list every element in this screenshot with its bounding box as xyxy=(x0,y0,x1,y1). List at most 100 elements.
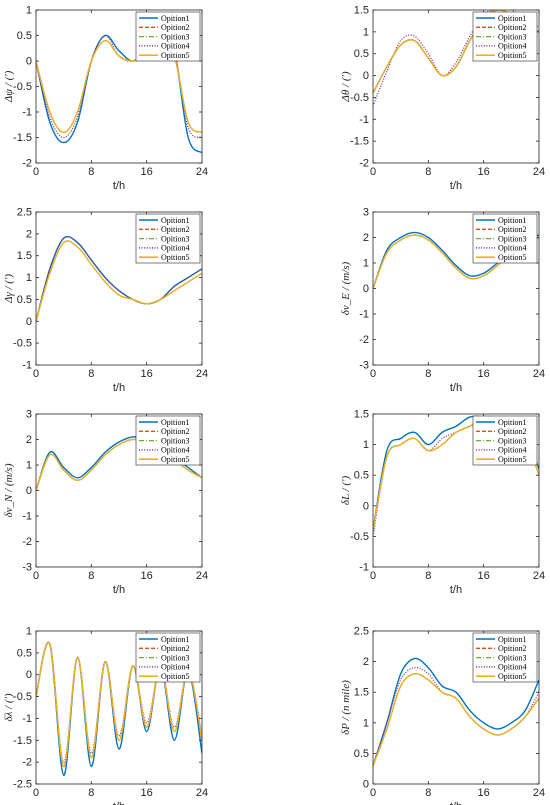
series-group xyxy=(373,657,539,766)
y-tick-label: -1 xyxy=(22,360,32,372)
legend-label-opition5: Opition5 xyxy=(498,51,526,60)
axes-box xyxy=(35,211,203,366)
x-tick-label: 24 xyxy=(533,570,545,582)
y-tick-label: -2 xyxy=(22,536,32,548)
y-tick-label: -1 xyxy=(22,511,32,523)
subplot-theta: 0 8 16 24 -2 -1.5 -1 -0.5 0 0.5 1 1.5 t/h Δθ / (′) Opi… xyxy=(340,5,545,193)
legend-label-opition4: Opition4 xyxy=(161,244,189,253)
y-tick-label: 0.5 xyxy=(17,294,32,306)
legend-label-opition1: Opition1 xyxy=(498,14,526,23)
y-tick-label: 0 xyxy=(363,70,369,82)
x-tick-label: 8 xyxy=(88,368,94,380)
x-axis-label: t/h xyxy=(450,382,462,394)
legend-label-opition3: Opition3 xyxy=(161,653,189,662)
y-tick-label: 0.5 xyxy=(17,30,32,42)
y-tick-label: -2 xyxy=(22,158,32,170)
x-tick-label: 0 xyxy=(370,787,376,799)
y-tick-label: -0.5 xyxy=(13,691,32,703)
x-axis-label: t/h xyxy=(113,180,125,192)
legend-label-opition5: Opition5 xyxy=(161,253,189,262)
x-tick-label: 8 xyxy=(425,787,431,799)
legend-label-opition5: Opition5 xyxy=(498,253,526,262)
y-tick-label: 1.5 xyxy=(354,687,369,699)
x-axis-label: t/h xyxy=(113,382,125,394)
legend-label-opition3: Opition3 xyxy=(498,436,526,445)
y-tick-label: 1.5 xyxy=(354,5,369,17)
x-tick-label: 16 xyxy=(478,166,490,178)
legend-label-opition3: Opition3 xyxy=(498,32,526,41)
x-axis-label: t/h xyxy=(113,584,125,596)
legend-label-opition4: Opition4 xyxy=(498,42,526,51)
y-tick-label: 0 xyxy=(26,56,32,68)
y-axis-label: δP / (n mile) xyxy=(340,680,352,735)
legend-label-opition1: Opition1 xyxy=(498,635,526,644)
y-tick-label: 0.5 xyxy=(354,748,369,760)
x-tick-label: 16 xyxy=(141,787,153,799)
legend-label-opition3: Opition3 xyxy=(161,436,189,445)
y-tick-label: 2.5 xyxy=(354,626,369,638)
x-tick-label: 0 xyxy=(33,368,39,380)
y-tick-label: 0 xyxy=(363,779,369,791)
x-tick-label: 24 xyxy=(533,166,545,178)
y-tick-label: 1 xyxy=(363,26,369,38)
y-tick-label: -1 xyxy=(359,562,369,574)
x-tick-label: 0 xyxy=(370,166,376,178)
legend-label-opition1: Opition1 xyxy=(498,418,526,427)
subplot-psi: 0 8 16 24 -2 -1.5 -1 -0.5 0 0.5 1 t/h Δψ / (′) Opitio… xyxy=(3,5,208,193)
legend-label-opition1: Opition1 xyxy=(161,418,189,427)
y-tick-label: -0.5 xyxy=(350,92,369,104)
legend-label-opition3: Opition3 xyxy=(498,234,526,243)
y-tick-label: 1 xyxy=(363,258,369,270)
y-tick-label: 2 xyxy=(363,656,369,668)
y-tick-label: -1.5 xyxy=(13,735,32,747)
y-axis-label: δv_N / (m/s) xyxy=(3,463,15,517)
series-line-opition5 xyxy=(36,240,202,322)
series-line-opition5 xyxy=(373,672,539,766)
y-tick-label: 1 xyxy=(26,626,32,638)
y-tick-label: 1 xyxy=(26,5,32,17)
x-tick-label: 0 xyxy=(33,787,39,799)
x-tick-label: 24 xyxy=(196,166,208,178)
legend-label-opition4: Opition4 xyxy=(498,663,526,672)
y-axis-label: δλ / (′) xyxy=(3,693,15,722)
y-tick-label: 0.5 xyxy=(17,647,32,659)
y-tick-label: 1 xyxy=(26,460,32,472)
x-tick-label: 8 xyxy=(88,570,94,582)
legend-label-opition5: Opition5 xyxy=(498,672,526,681)
legend-label-opition3: Opition3 xyxy=(161,234,189,243)
x-axis-label: t/h xyxy=(450,584,462,596)
y-tick-label: -3 xyxy=(22,562,32,574)
subplot-L: 0 8 16 24-1-0.500.511.5t/hδL / (′)Opition1O… xyxy=(340,409,545,597)
y-tick-label: 1.5 xyxy=(354,409,369,421)
x-tick-label: 24 xyxy=(533,368,545,380)
legend-label-opition1: Opition1 xyxy=(161,14,189,23)
subplot-P: 0 8 16 24 0 0.5 1 1.5 2 2.5 t/h δP / (n mile) Opitio… xyxy=(340,626,545,805)
series-group xyxy=(36,235,202,322)
legend-label-opition3: Opition3 xyxy=(161,32,189,41)
y-tick-label: -0.5 xyxy=(13,338,32,350)
legend-label-opition2: Opition2 xyxy=(498,644,526,653)
legend-label-opition2: Opition2 xyxy=(498,427,526,436)
y-axis-label: δv_E / (m/s) xyxy=(340,261,352,315)
y-tick-label: -2.5 xyxy=(13,779,32,791)
x-tick-label: 8 xyxy=(425,166,431,178)
legend-label-opition5: Opition5 xyxy=(161,51,189,60)
legend-label-opition3: Opition3 xyxy=(498,653,526,662)
x-tick-label: 24 xyxy=(196,787,208,799)
y-tick-label: -0.5 xyxy=(350,531,369,543)
legend-label-opition2: Opition2 xyxy=(161,644,189,653)
legend-box xyxy=(472,415,538,466)
y-tick-label: 3 xyxy=(26,409,32,421)
series-group xyxy=(36,641,202,776)
legend-label-opition5: Opition5 xyxy=(498,455,526,464)
x-axis-label: t/h xyxy=(450,801,462,805)
x-tick-label: 0 xyxy=(370,570,376,582)
legend-label-opition2: Opition2 xyxy=(161,225,189,234)
